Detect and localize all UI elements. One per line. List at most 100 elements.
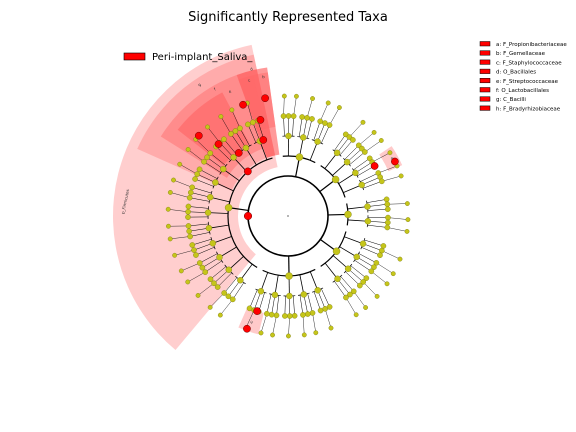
order-node xyxy=(291,312,298,319)
branch xyxy=(356,256,375,268)
class-node xyxy=(212,179,219,186)
order-node xyxy=(383,196,390,203)
branch xyxy=(350,265,367,279)
branch xyxy=(195,246,215,256)
branch xyxy=(353,158,370,171)
clade-legend-label-b: b: F_Gemellaceae xyxy=(496,51,546,57)
branch xyxy=(358,132,375,146)
leaf-node xyxy=(405,217,411,222)
enriched-node xyxy=(239,100,247,109)
order-node xyxy=(187,233,193,240)
branch xyxy=(197,283,215,296)
order-node xyxy=(185,208,191,215)
branch xyxy=(345,271,361,286)
branch xyxy=(168,209,189,212)
leaf-node xyxy=(378,138,384,143)
order-node xyxy=(309,310,316,316)
branch xyxy=(253,291,262,311)
leaf-node xyxy=(387,150,393,156)
leaf-node xyxy=(167,190,173,195)
order-node xyxy=(360,279,366,285)
branch xyxy=(194,178,214,187)
clade-legend: a: F_Propionibacteriaceae b: F_Gemellacea… xyxy=(479,41,567,112)
branch xyxy=(387,203,408,205)
leaf-node xyxy=(166,223,171,229)
phylum-node xyxy=(331,175,340,184)
phylum-node xyxy=(332,247,341,255)
branch xyxy=(247,124,257,143)
order-node xyxy=(285,113,292,119)
branch xyxy=(334,281,347,298)
class-node xyxy=(242,144,250,152)
branch xyxy=(271,294,276,315)
leaf-node xyxy=(398,173,404,179)
enriched-node xyxy=(244,167,252,176)
order-node xyxy=(273,312,280,319)
leaf-node xyxy=(185,279,191,285)
branch xyxy=(381,250,401,260)
branch xyxy=(284,295,286,316)
leaf-node xyxy=(258,330,264,336)
branch xyxy=(347,219,368,222)
order-node xyxy=(186,228,192,235)
class-node xyxy=(285,132,292,140)
branch xyxy=(210,152,226,166)
order-node xyxy=(384,224,391,231)
order-node xyxy=(194,171,200,177)
clade-legend-label-f: f: O_Lactobacillales xyxy=(496,88,549,94)
branch xyxy=(324,152,338,169)
branch xyxy=(303,117,308,138)
order-node xyxy=(187,189,194,196)
leaf-node xyxy=(270,332,275,338)
branch xyxy=(288,315,290,337)
leaf-node xyxy=(397,256,403,262)
branch xyxy=(354,260,372,272)
phylum-node xyxy=(285,272,293,280)
leaf-node xyxy=(171,177,176,183)
branch xyxy=(334,134,346,151)
class-node xyxy=(314,138,321,145)
clade-legend-swatch-f xyxy=(479,87,491,93)
enriched-node xyxy=(261,94,269,103)
branch xyxy=(292,116,294,137)
branch xyxy=(303,294,309,315)
branch xyxy=(192,238,212,246)
class-node xyxy=(358,181,365,189)
branch xyxy=(332,161,348,176)
order-node xyxy=(221,136,227,143)
leaf-node xyxy=(229,107,235,113)
figure-title: Significantly Represented Taxa xyxy=(188,10,388,25)
branch xyxy=(371,271,388,284)
firmicutes-wedge xyxy=(112,44,278,351)
branch xyxy=(170,192,190,198)
order-node xyxy=(304,115,310,121)
class-node xyxy=(314,287,321,294)
branch xyxy=(224,277,238,294)
branch xyxy=(358,253,377,264)
branch xyxy=(367,203,388,207)
branch xyxy=(249,289,258,309)
clade-highlight-wedges xyxy=(112,44,403,351)
order-node xyxy=(380,243,387,249)
branch xyxy=(181,262,200,272)
order-node xyxy=(225,293,232,300)
leaf-node xyxy=(165,206,171,212)
branch xyxy=(337,278,351,295)
clade-legend-swatch-h xyxy=(479,105,491,111)
clade-legend-swatch-e xyxy=(479,78,491,84)
enriched-node xyxy=(370,162,379,170)
class-node xyxy=(207,194,214,201)
branch xyxy=(381,175,402,182)
class-node xyxy=(333,149,341,157)
order-node xyxy=(384,206,391,212)
branch xyxy=(324,308,332,329)
branch xyxy=(317,290,326,309)
branch xyxy=(212,236,232,244)
order-node xyxy=(317,118,323,125)
branch xyxy=(188,206,209,209)
clade-legend-label-d: d: O_Bacillales xyxy=(496,70,536,76)
order-node xyxy=(232,128,239,134)
branch xyxy=(222,168,240,182)
order-node xyxy=(192,176,198,182)
enriched-node xyxy=(243,324,251,333)
